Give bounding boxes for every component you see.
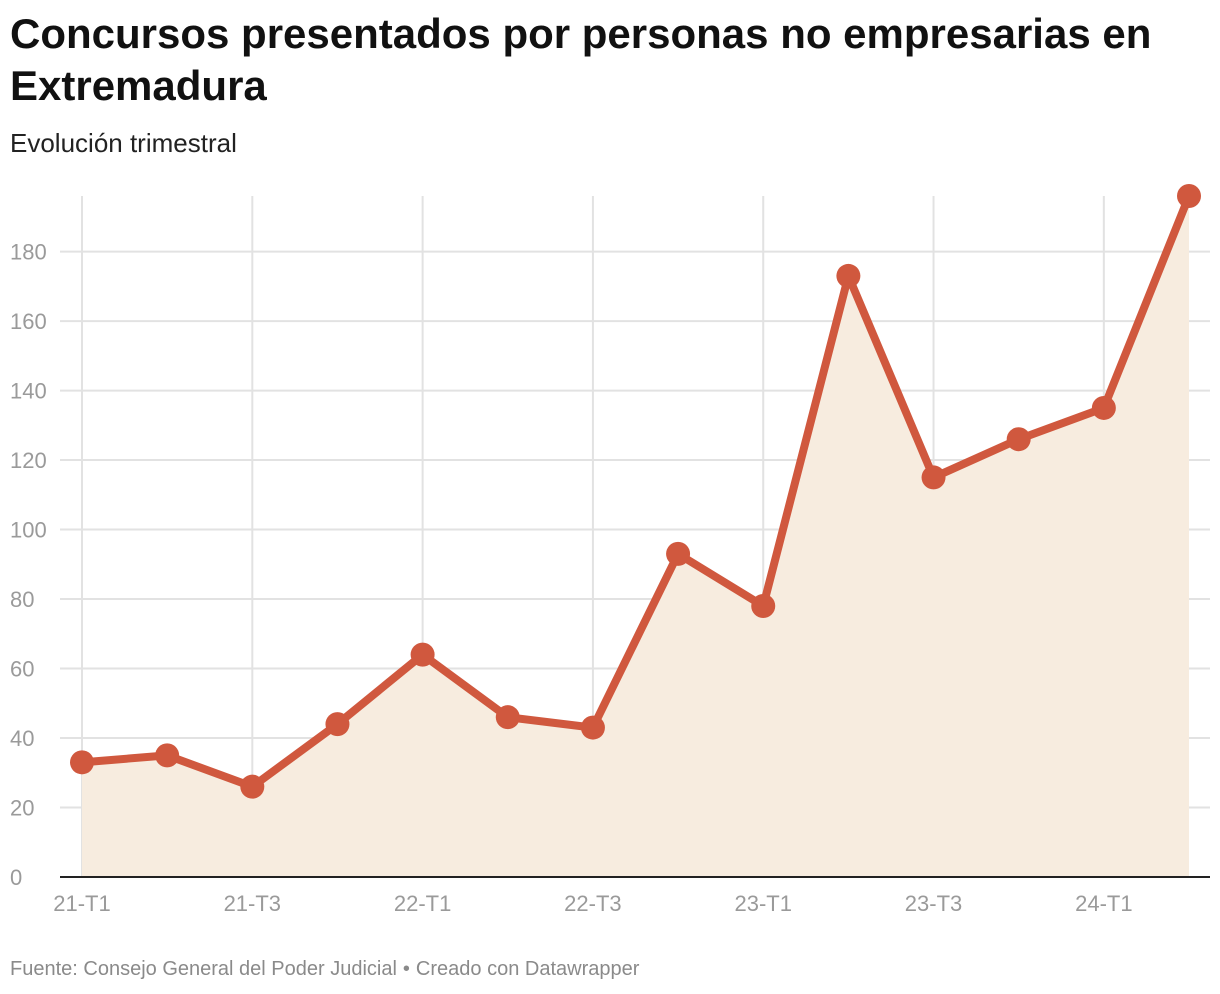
- x-tick-label: 21-T3: [224, 891, 281, 916]
- chart-subtitle: Evolución trimestral: [10, 128, 237, 158]
- chart-footer: Fuente: Consejo General del Poder Judici…: [10, 958, 639, 981]
- y-tick-label: 140: [10, 379, 47, 404]
- data-point-24-T1: [1091, 395, 1116, 420]
- data-point-21-T4: [325, 712, 350, 737]
- footer-separator: •: [402, 958, 410, 980]
- data-point-22-T4: [666, 541, 691, 566]
- data-points: [70, 184, 1201, 799]
- y-tick-label: 100: [10, 518, 47, 543]
- y-tick-label: 40: [10, 726, 34, 751]
- y-tick-label: 80: [10, 587, 34, 612]
- series-line: [78, 192, 1193, 791]
- area-line-chart: 0 20 40 60 80 100 120 140 160 180 21-T1 21-T3 22-T1…: [10, 184, 1210, 916]
- y-tick-label: 120: [10, 448, 47, 473]
- x-tick-label: 22-T3: [564, 891, 621, 916]
- y-tick-label: 60: [10, 657, 34, 682]
- data-point-22-T3: [580, 715, 605, 740]
- x-axis-tick-labels: 21-T1 21-T3 22-T1 22-T3 23-T1 23-T3 24-T1: [53, 891, 1132, 916]
- x-tick-label: 21-T1: [53, 891, 110, 916]
- chart-title: Concursos presentados por personas no em…: [10, 10, 1152, 109]
- area-fill: [82, 196, 1189, 877]
- source-note: Fuente: Consejo General del Poder Judici…: [10, 958, 397, 980]
- data-point-23-T2: [836, 263, 861, 288]
- data-point-22-T1: [410, 642, 435, 667]
- data-point-24-T2: [1177, 184, 1201, 208]
- x-tick-label: 23-T3: [905, 891, 962, 916]
- data-point-21-T3: [240, 774, 265, 799]
- x-tick-label: 22-T1: [394, 891, 451, 916]
- data-point-21-T2: [155, 743, 180, 768]
- data-point-23-T1: [751, 593, 776, 618]
- y-tick-label: 160: [10, 309, 47, 334]
- credit-note: Creado con Datawrapper: [415, 958, 640, 980]
- x-tick-label: 24-T1: [1075, 891, 1132, 916]
- data-point-22-T2: [495, 705, 520, 730]
- data-point-23-T4: [1006, 427, 1031, 452]
- y-axis-tick-labels: 0 20 40 60 80 100 120 140 160 180: [10, 240, 47, 890]
- data-point-21-T1: [70, 750, 94, 775]
- data-point-23-T3: [921, 465, 946, 490]
- x-tick-label: 23-T1: [734, 891, 791, 916]
- y-tick-label: 20: [10, 796, 34, 821]
- y-tick-label: 0: [10, 865, 22, 890]
- y-tick-label: 180: [10, 240, 47, 265]
